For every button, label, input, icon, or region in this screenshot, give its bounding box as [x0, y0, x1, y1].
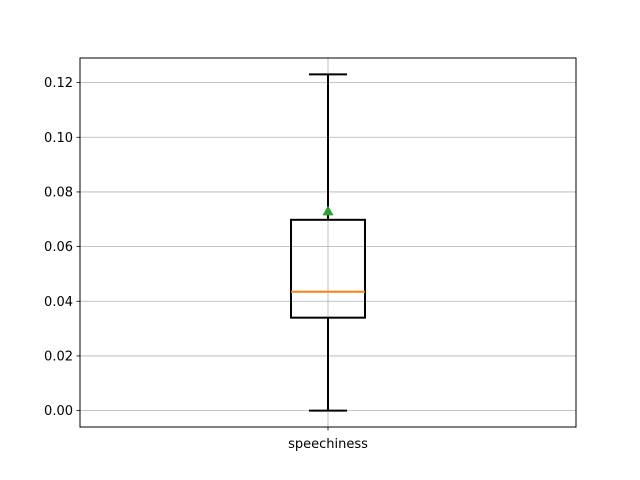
mean-marker: [322, 205, 334, 216]
y-tick-label: 0.04: [44, 295, 73, 310]
y-tick-label: 0.06: [44, 240, 73, 255]
x-tick-label: speechiness: [288, 437, 368, 452]
y-tick-label: 0.02: [44, 349, 73, 364]
y-tick-label: 0.00: [44, 404, 73, 419]
y-tick-label: 0.12: [44, 76, 73, 91]
y-tick-label: 0.08: [44, 185, 73, 200]
y-axis: 0.00 0.02 0.04 0.06 0.08 0.10 0.12: [44, 76, 80, 419]
x-axis: speechiness: [288, 427, 368, 452]
box-plot: [290, 73, 366, 412]
interquartile-box: [290, 218, 366, 319]
y-tick-label: 0.10: [44, 131, 73, 146]
